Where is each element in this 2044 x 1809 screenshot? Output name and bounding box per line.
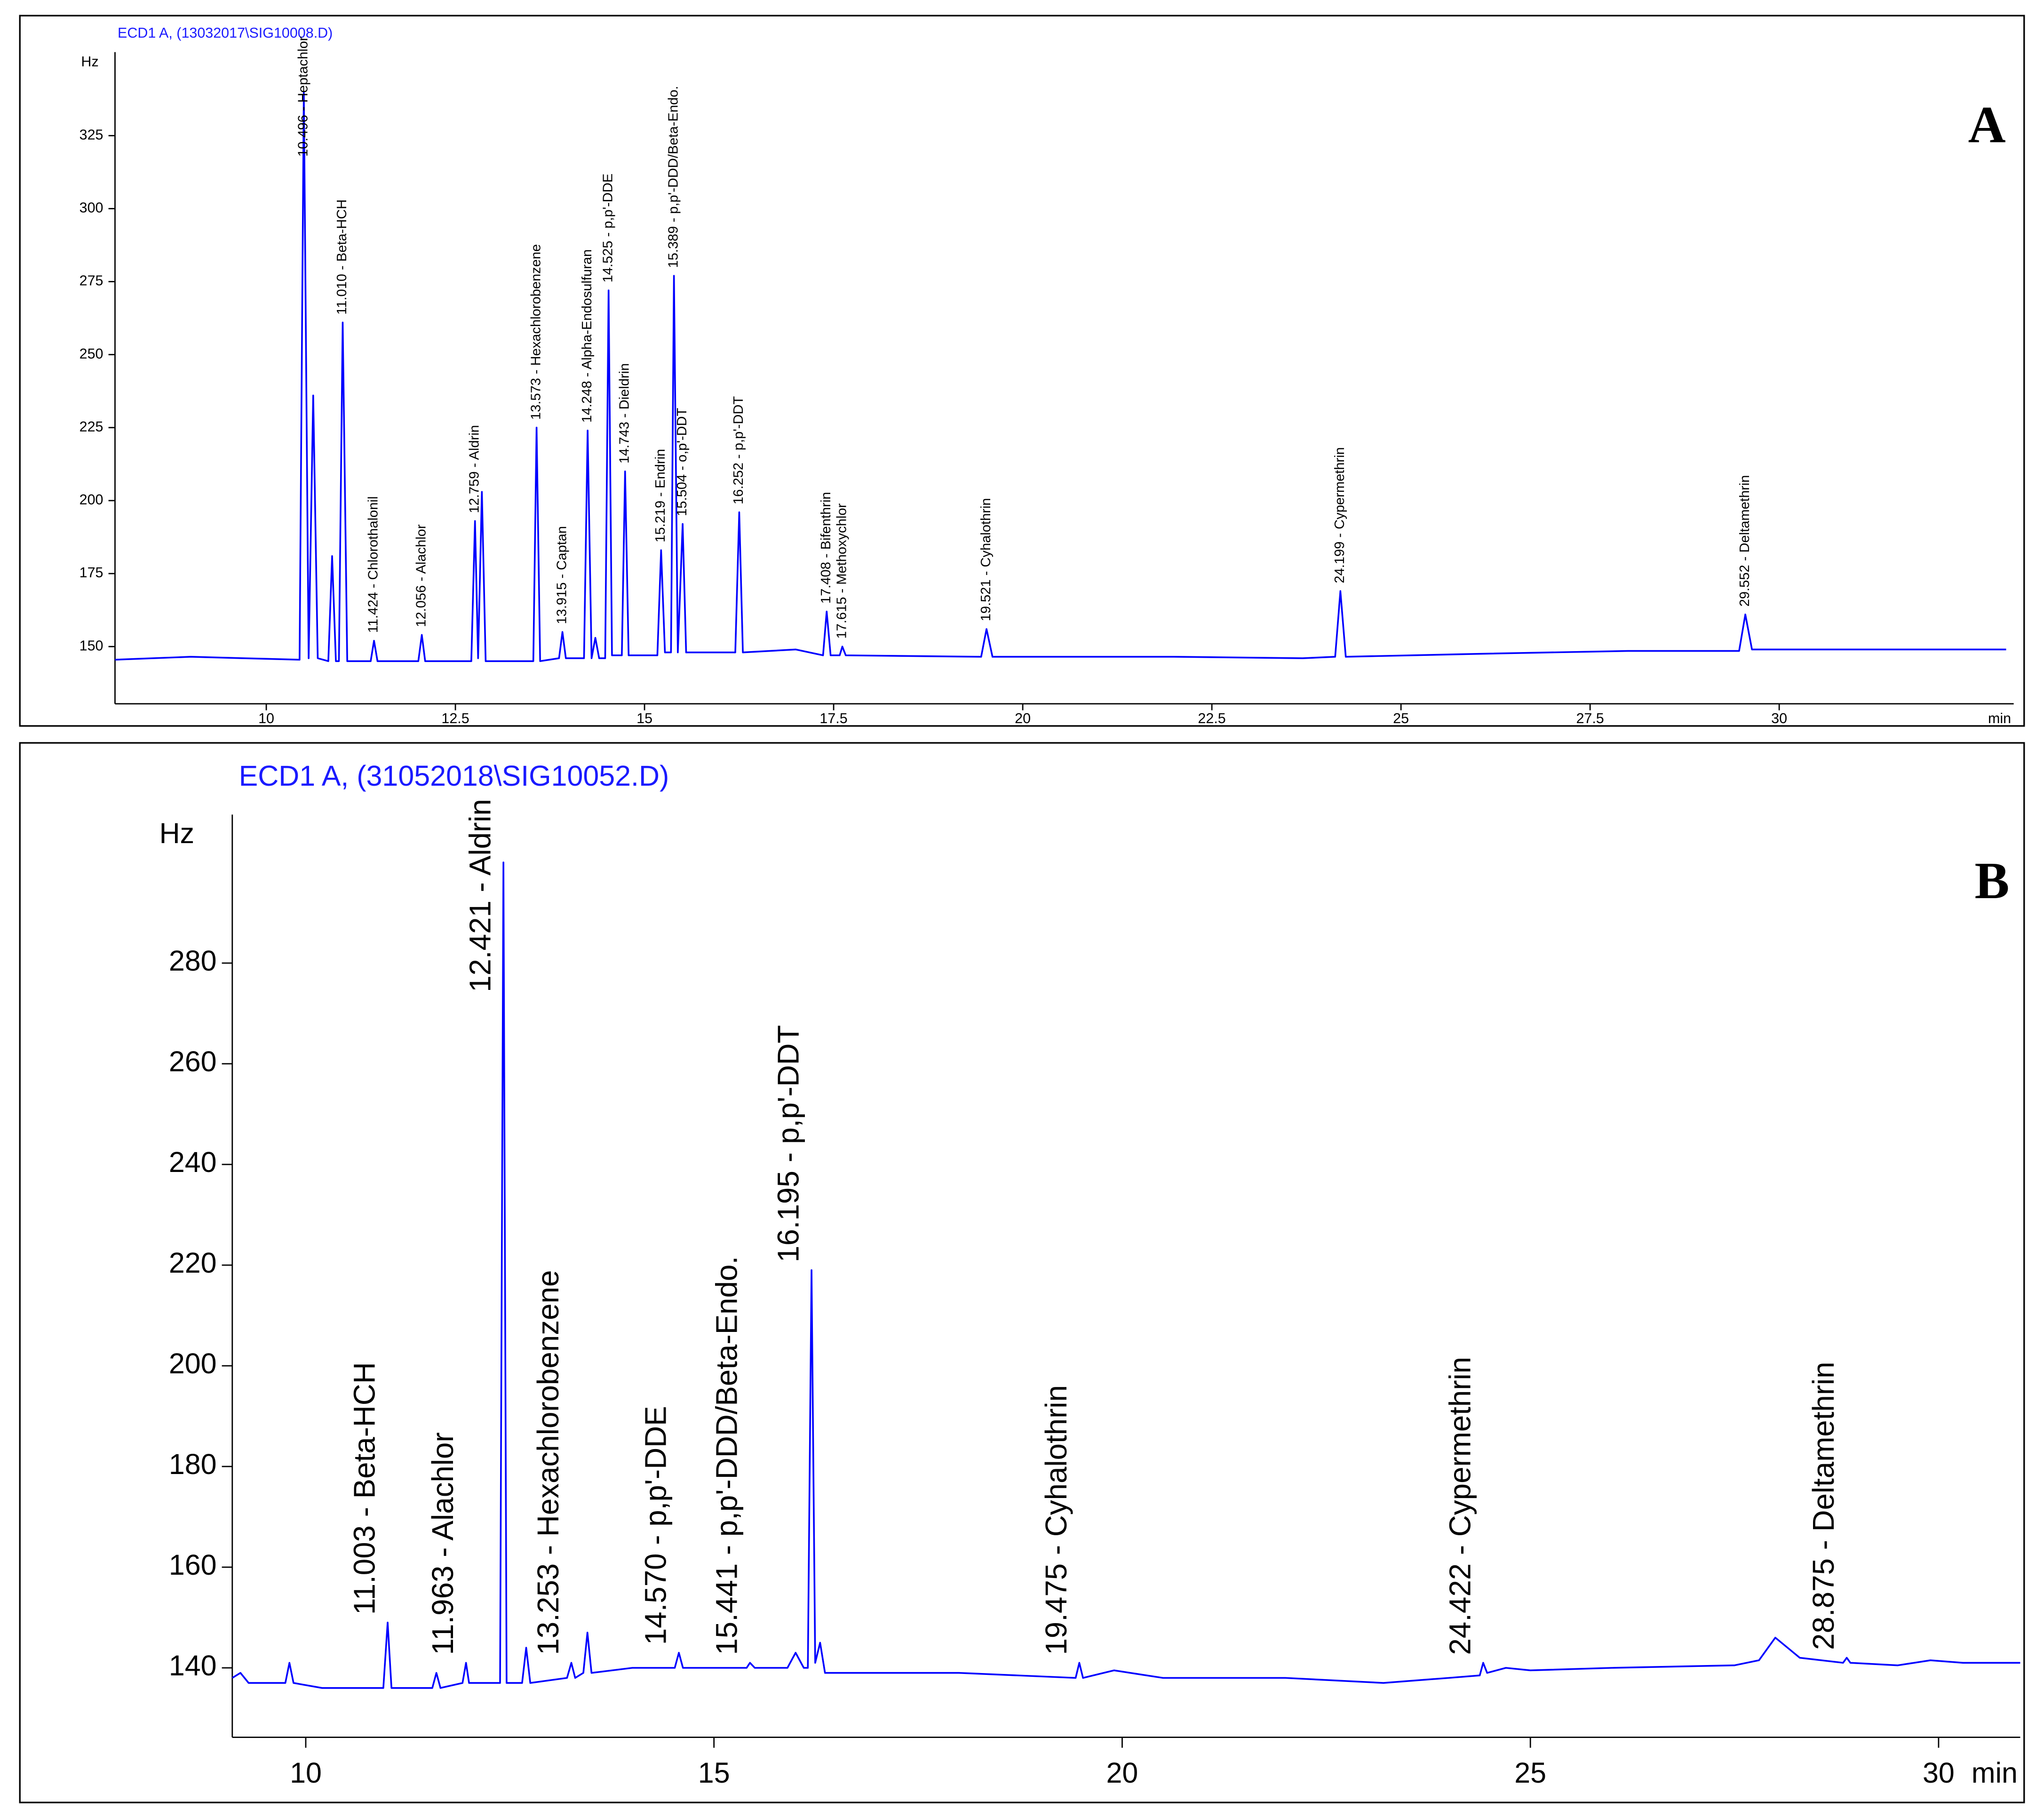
panel-letter: A: [1968, 96, 2006, 153]
x-tick-label: 25: [1514, 1757, 1546, 1789]
panel-letter: B: [1974, 852, 2009, 909]
y-tick-label: 150: [80, 638, 103, 653]
x-axis-label: min: [1988, 710, 2011, 726]
y-tick-label: 225: [80, 419, 103, 435]
peak-label: 10.496 - Heptachlor: [296, 36, 311, 157]
x-tick-label: 30: [1923, 1757, 1955, 1789]
y-tick-label: 180: [169, 1448, 217, 1480]
panel-b-frame: [19, 742, 2025, 1803]
x-tick-label: 10: [290, 1757, 322, 1789]
peak-label: 24.422 - Cypermethrin: [1443, 1357, 1477, 1655]
peak-label: 15.504 - o,p'-DDT: [675, 408, 690, 516]
y-tick-label: 200: [80, 492, 103, 508]
peak-label: 13.915 - Captan: [554, 526, 569, 624]
peak-label: 11.003 - Beta-HCH: [348, 1362, 382, 1615]
peak-label: 19.475 - Cyhalothrin: [1039, 1385, 1073, 1655]
peak-label: 28.875 - Deltamethrin: [1806, 1362, 1840, 1650]
peak-label: 11.010 - Beta-HCH: [334, 199, 350, 315]
x-tick-label: 15: [698, 1757, 730, 1789]
y-tick-label: 220: [169, 1247, 217, 1279]
y-tick-label: 325: [80, 127, 103, 143]
peak-label: 19.521 - Cyhalothrin: [978, 498, 994, 622]
chart-title: ECD1 A, (31052018\SIG10052.D): [239, 760, 669, 792]
peak-label: 11.963 - Alachlor: [426, 1432, 460, 1655]
y-tick-label: 140: [169, 1650, 217, 1681]
y-axis-label: Hz: [159, 817, 194, 849]
y-tick-label: 240: [169, 1146, 217, 1178]
signal-trace: [115, 91, 2006, 662]
x-tick-label: 20: [1015, 710, 1031, 726]
y-tick-label: 280: [169, 945, 217, 977]
y-axis-label: Hz: [81, 54, 98, 70]
x-tick-label: 25: [1393, 710, 1409, 726]
x-tick-label: 27.5: [1576, 710, 1604, 726]
chart-title: ECD1 A, (13032017\SIG10008.D): [118, 25, 333, 41]
peak-label: 12.056 - Alachlor: [414, 524, 429, 627]
peak-label: 17.408 - Bifenthrin: [819, 492, 834, 604]
y-tick-label: 300: [80, 199, 103, 215]
peak-label: 16.252 - p,p'-DDT: [731, 396, 746, 504]
y-tick-label: 260: [169, 1045, 217, 1077]
peak-label: 14.570 - p,p'-DDE: [639, 1406, 673, 1645]
peak-label: 29.552 - Deltamethrin: [1737, 475, 1752, 607]
peak-label: 12.421 - Aldrin: [463, 799, 497, 992]
y-tick-label: 160: [169, 1549, 217, 1581]
peak-label: 14.743 - Dieldrin: [617, 363, 632, 463]
x-tick-label: 10: [258, 710, 274, 726]
y-tick-label: 275: [80, 273, 103, 289]
peak-label: 15.389 - p,p'-DDD/Beta-Endo.: [666, 86, 681, 268]
peak-label: 14.525 - p,p'-DDE: [600, 174, 615, 283]
y-tick-label: 200: [169, 1347, 217, 1379]
peak-label: 17.615 - Methoxychlor: [834, 503, 849, 639]
peak-label: 11.424 - Chlorothalonil: [366, 496, 381, 633]
signal-trace: [231, 861, 2020, 1689]
x-tick-label: 17.5: [819, 710, 847, 726]
peak-label: 12.759 - Aldrin: [467, 425, 482, 513]
y-tick-label: 250: [80, 346, 103, 362]
panel-a-frame: [19, 15, 2025, 727]
x-tick-label: 12.5: [441, 710, 469, 726]
peak-label: 14.248 - Alpha-Endosulfuran: [580, 249, 595, 423]
x-tick-label: 22.5: [1198, 710, 1225, 726]
peak-label: 16.195 - p,p'-DDT: [771, 1025, 805, 1262]
x-axis-label: min: [1972, 1757, 2018, 1789]
y-tick-label: 175: [80, 565, 103, 581]
x-tick-label: 15: [636, 710, 652, 726]
peak-label: 13.253 - Hexachlorobenzene: [531, 1270, 565, 1655]
peak-label: 15.219 - Endrin: [653, 449, 668, 542]
peak-label: 13.573 - Hexachlorobenzene: [528, 244, 543, 420]
peak-label: 15.441 - p,p'-DDD/Beta-Endo.: [710, 1256, 744, 1655]
peak-label: 24.199 - Cypermethrin: [1332, 447, 1347, 583]
x-tick-label: 20: [1106, 1757, 1138, 1789]
x-tick-label: 30: [1771, 710, 1787, 726]
